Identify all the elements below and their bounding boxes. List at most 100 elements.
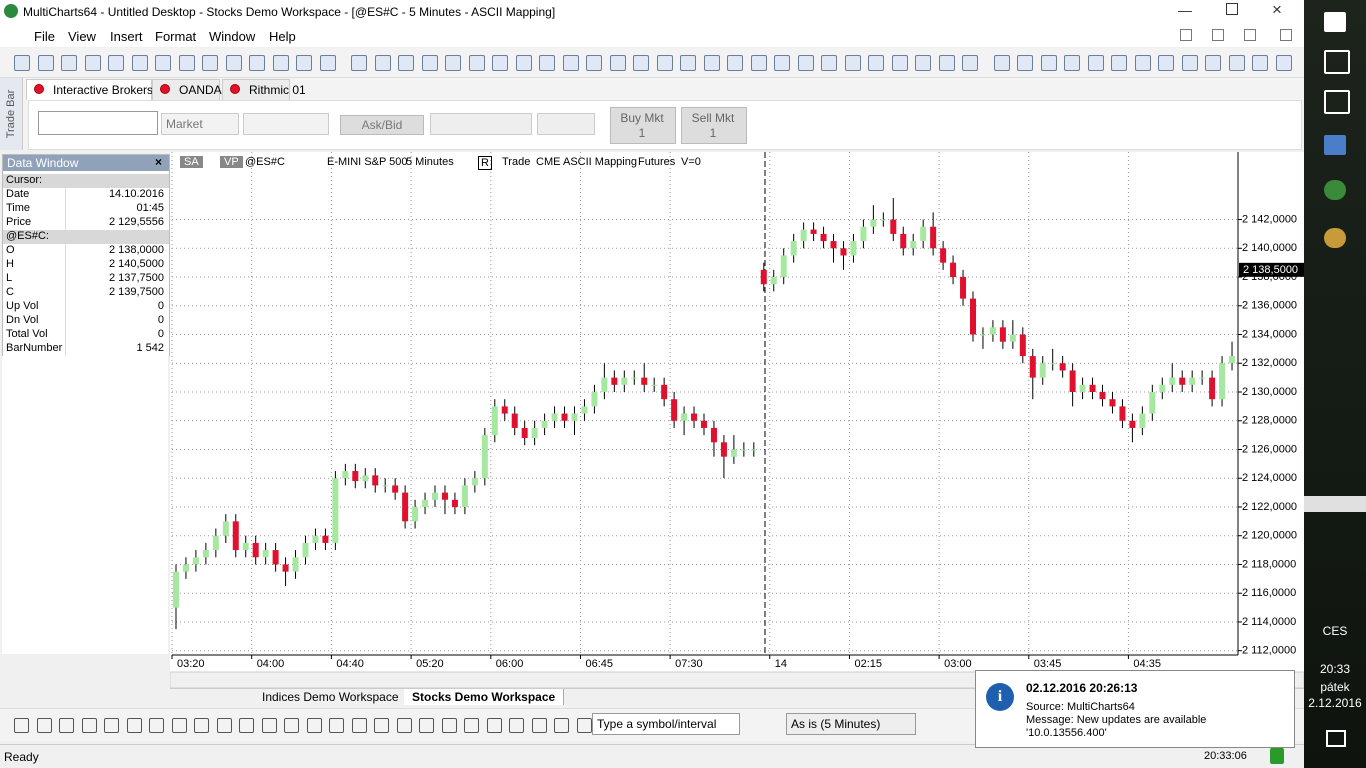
toolbar-button[interactable] <box>515 55 532 71</box>
maximize-button[interactable] <box>1226 3 1238 15</box>
toolbar-button[interactable] <box>14 55 30 71</box>
toolbar-button[interactable] <box>868 55 884 71</box>
toolbar-button[interactable] <box>445 55 461 71</box>
toolbar-button[interactable] <box>272 55 289 71</box>
chart-header-item[interactable]: SA <box>180 156 203 168</box>
toolbar-button[interactable] <box>398 55 414 71</box>
action-center[interactable] <box>1326 730 1346 747</box>
drawing-tool[interactable] <box>531 718 547 733</box>
toolbar-button[interactable] <box>1181 55 1198 71</box>
toolbar-button[interactable] <box>891 55 908 71</box>
toolbar-button[interactable] <box>468 55 485 71</box>
drawing-tool[interactable] <box>419 718 434 733</box>
toolbar-button[interactable] <box>656 55 673 71</box>
mdi-control[interactable] <box>1212 29 1224 41</box>
tray-day[interactable]: pátek <box>1320 680 1350 694</box>
toolbar-button[interactable] <box>225 55 242 71</box>
toolbar-button[interactable] <box>492 55 508 71</box>
mdi-control[interactable] <box>1180 29 1192 41</box>
toolbar-button[interactable] <box>1228 55 1245 71</box>
toolbar-button[interactable] <box>319 55 336 71</box>
toolbar-button[interactable] <box>1275 55 1292 71</box>
mdi-control[interactable] <box>1244 29 1256 41</box>
drawing-tool[interactable] <box>81 718 97 733</box>
toolbar-button[interactable] <box>202 55 218 71</box>
drawing-tool[interactable] <box>194 718 209 733</box>
account-select[interactable] <box>430 113 532 135</box>
toolbar-button[interactable] <box>609 55 626 71</box>
drawing-tool[interactable] <box>576 718 592 733</box>
broker-tab[interactable] <box>26 79 152 100</box>
toolbar-button[interactable] <box>915 55 931 71</box>
drawing-tool[interactable] <box>509 718 524 733</box>
drawing-tool[interactable] <box>329 718 344 733</box>
toolbar-button[interactable] <box>1064 55 1080 71</box>
menu-item[interactable]: Insert <box>110 29 143 44</box>
drawing-tool[interactable] <box>306 718 322 733</box>
drawing-tool[interactable] <box>104 718 119 733</box>
toolbar-button[interactable] <box>680 55 696 71</box>
qty-select[interactable] <box>537 113 595 135</box>
broker-tab[interactable] <box>222 79 290 100</box>
taskbar-icon[interactable] <box>1324 90 1350 114</box>
sell-button[interactable] <box>681 107 747 144</box>
drawing-tool[interactable] <box>374 718 389 733</box>
taskbar-icon[interactable] <box>1324 228 1346 248</box>
toolbar-button[interactable] <box>1205 55 1221 71</box>
chart-header-item[interactable]: VP <box>220 156 243 168</box>
toolbar-button[interactable] <box>1134 55 1151 71</box>
workspace-tab[interactable]: Stocks Demo Workspace <box>404 689 565 705</box>
taskbar-icon[interactable] <box>1324 180 1346 200</box>
drawing-tool[interactable] <box>171 718 187 733</box>
drawing-tool[interactable] <box>396 718 412 733</box>
toolbar-button[interactable] <box>421 55 438 71</box>
toolbar-button[interactable] <box>562 55 579 71</box>
toolbar-button[interactable] <box>1017 55 1033 71</box>
toolbar-button[interactable] <box>821 55 837 71</box>
taskbar-icon[interactable] <box>1324 135 1346 155</box>
symbol-field[interactable] <box>38 111 158 135</box>
notification[interactable]: i 02.12.2016 20:26:13 Source: MultiCharts6… <box>975 670 1295 748</box>
drawing-tool[interactable] <box>284 718 299 733</box>
drawing-tool[interactable] <box>59 718 74 733</box>
menu-item[interactable]: Format <box>155 29 197 44</box>
drawing-tool[interactable] <box>464 718 479 733</box>
toolbar-button[interactable] <box>37 55 54 71</box>
drawing-tool[interactable] <box>36 718 52 733</box>
toolbar-button[interactable] <box>539 55 555 71</box>
price-field[interactable] <box>243 113 329 135</box>
toolbar-button[interactable] <box>586 55 602 71</box>
toolbar-button[interactable] <box>249 55 265 71</box>
price-mode[interactable]: Ask/Bid <box>340 115 424 135</box>
tray-date[interactable]: 2.12.2016 <box>1308 696 1362 710</box>
toolbar-button[interactable] <box>1252 55 1268 71</box>
toolbar-button[interactable] <box>797 55 814 71</box>
drawing-tool[interactable] <box>14 718 29 733</box>
toolbar-button[interactable] <box>178 55 195 71</box>
menu-item[interactable]: Window <box>209 29 256 44</box>
drawing-tool[interactable] <box>126 718 142 733</box>
toolbar-button[interactable] <box>962 55 978 71</box>
tray-lang[interactable]: CES <box>1322 624 1348 638</box>
workspace-tab[interactable]: Indices Demo Workspace <box>254 689 408 705</box>
toolbar-button[interactable] <box>108 55 124 71</box>
toolbar-button[interactable] <box>844 55 861 71</box>
toolbar-button[interactable] <box>750 55 767 71</box>
taskbar-icon[interactable] <box>1324 50 1350 74</box>
toolbar-button[interactable] <box>131 55 148 71</box>
menu-item[interactable]: Help <box>269 29 296 44</box>
toolbar-button[interactable] <box>1040 55 1057 71</box>
toolbar-button[interactable] <box>1087 55 1104 71</box>
symbol-input[interactable]: Type a symbol/interval <box>592 713 740 735</box>
buy-button[interactable] <box>610 107 676 144</box>
toolbar-button[interactable] <box>774 55 790 71</box>
drawing-tool[interactable] <box>261 718 277 733</box>
minimize-button[interactable]: — <box>1178 2 1192 18</box>
toolbar-button[interactable] <box>1111 55 1127 71</box>
chart-header-item[interactable]: R <box>478 156 492 170</box>
drawing-tool[interactable] <box>441 718 457 733</box>
toolbar-button[interactable] <box>296 55 312 71</box>
drawing-tool[interactable] <box>351 718 367 733</box>
toolbar-button[interactable] <box>155 55 171 71</box>
resolution-select[interactable]: As is (5 Minutes) <box>786 713 916 735</box>
